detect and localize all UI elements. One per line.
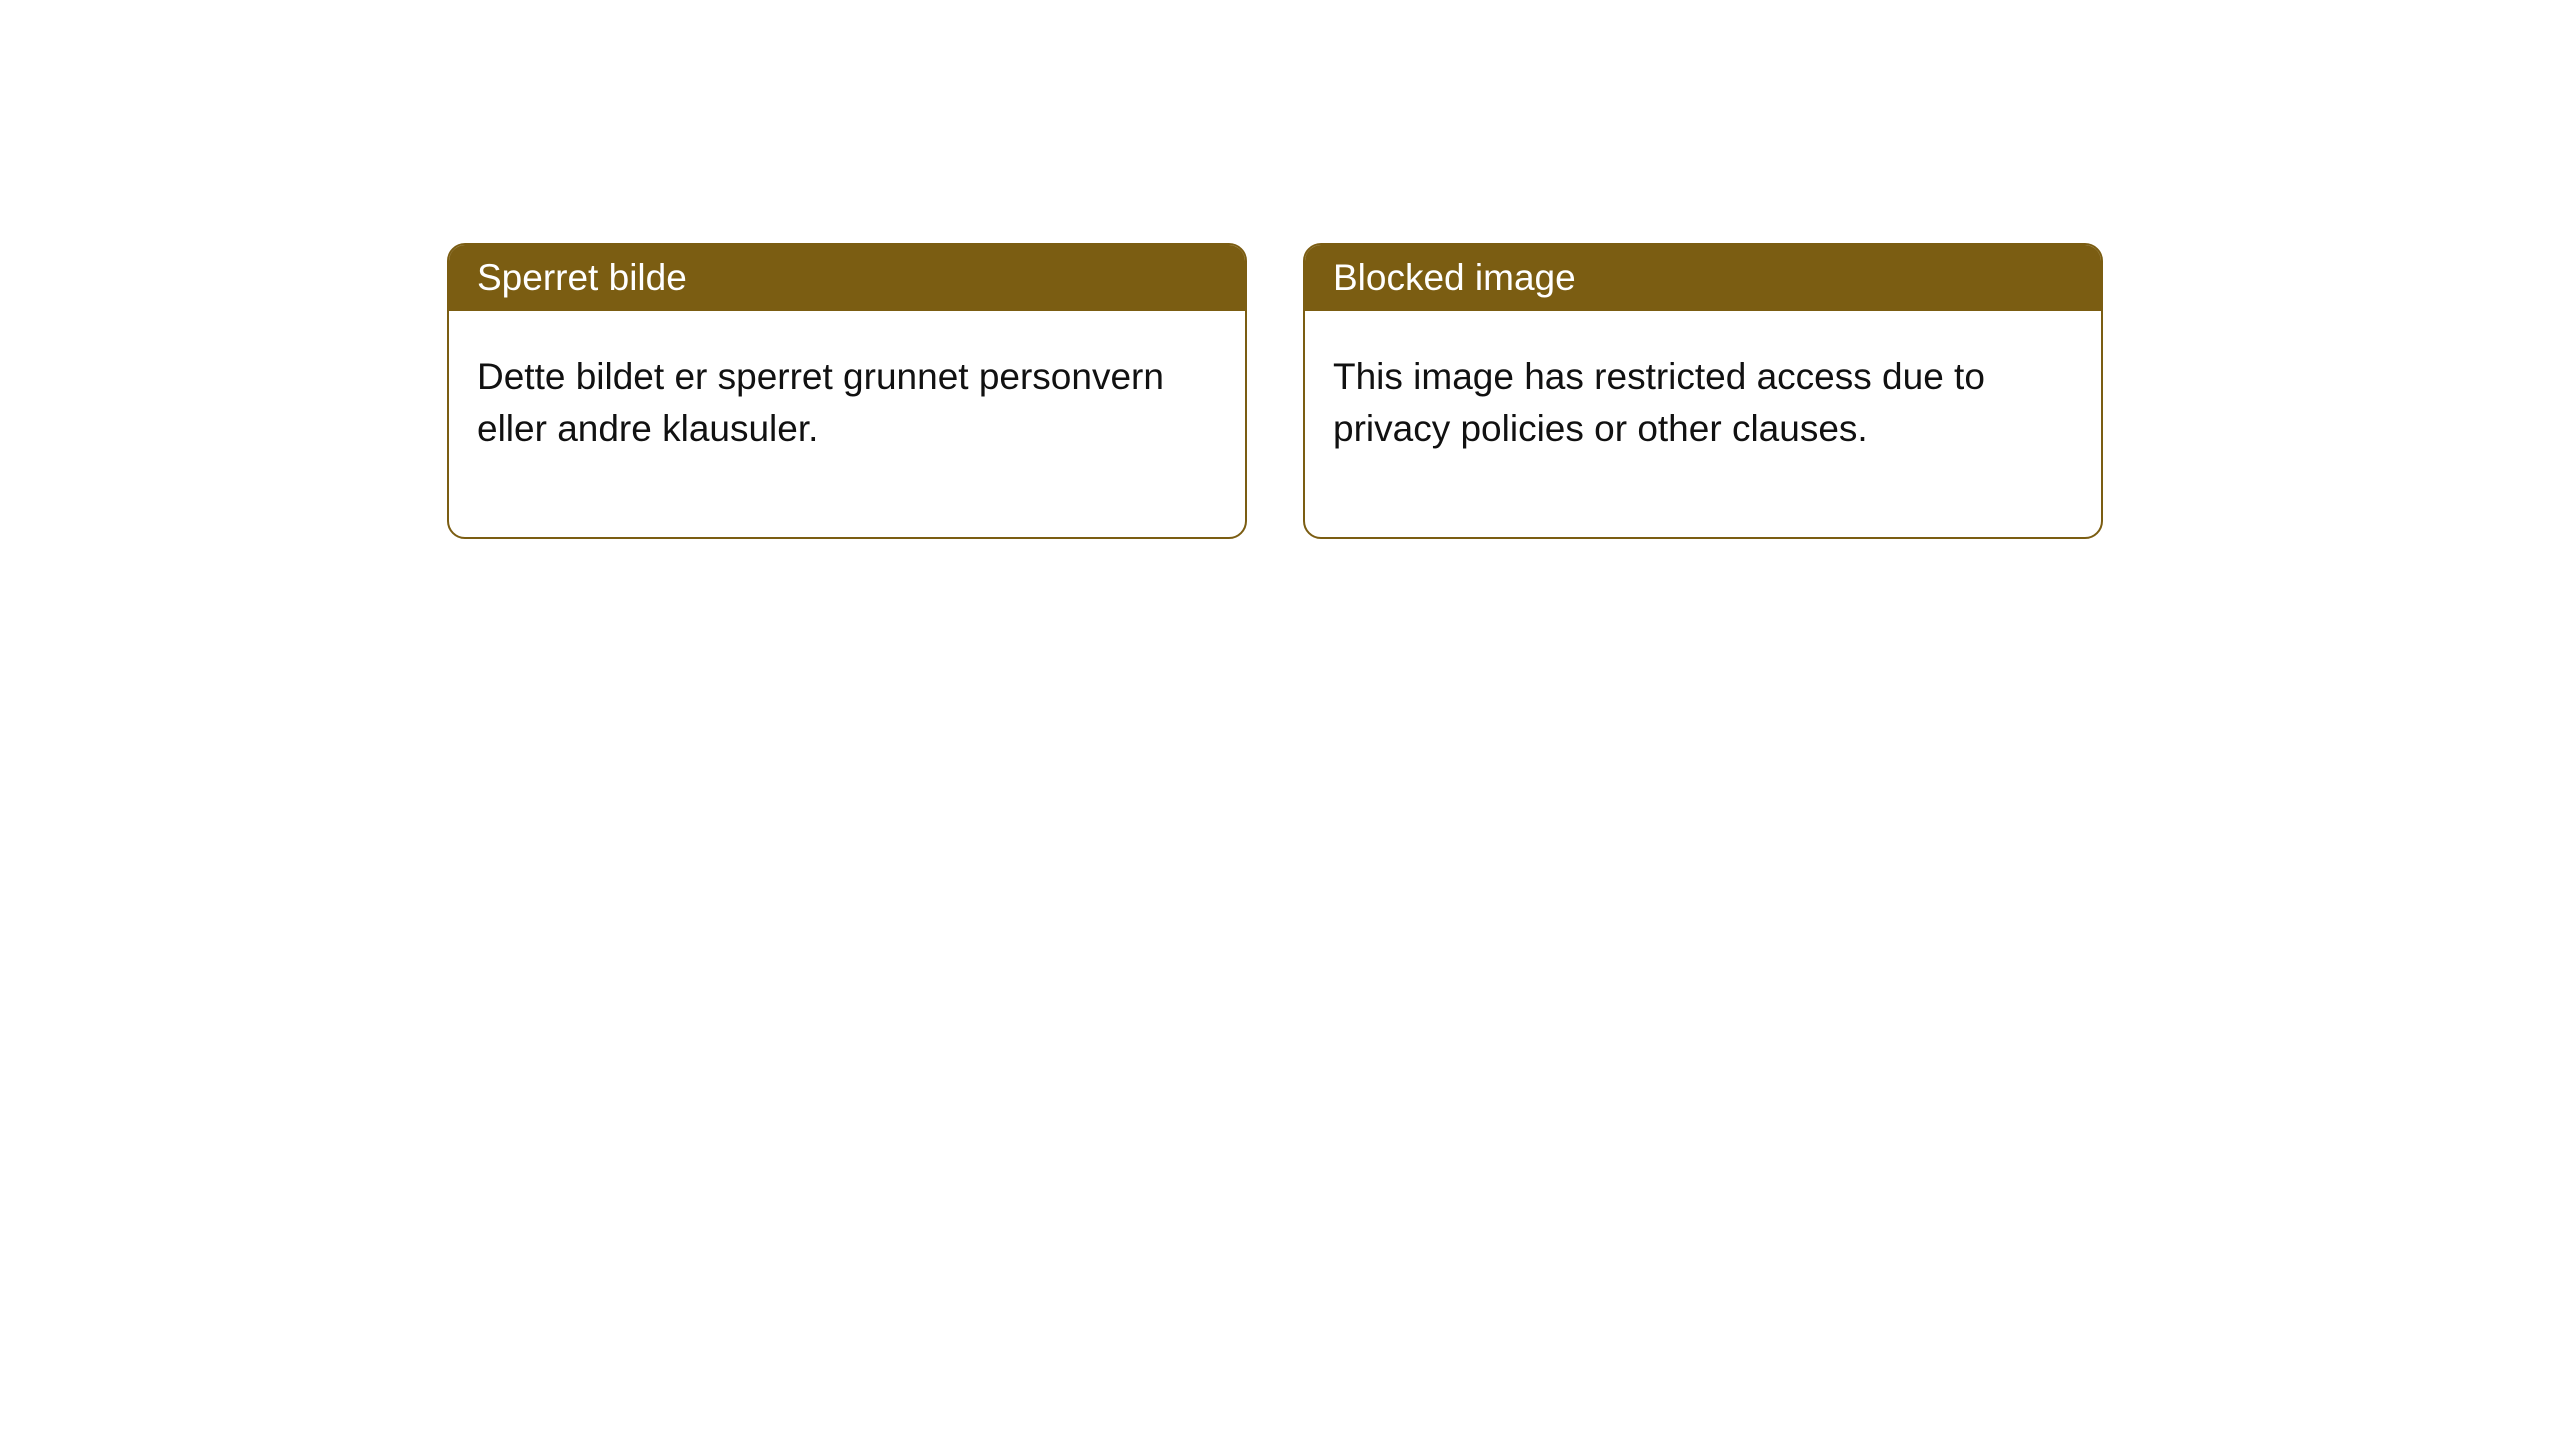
notice-card-norwegian: Sperret bilde Dette bildet er sperret gr… bbox=[447, 243, 1247, 539]
notice-container: Sperret bilde Dette bildet er sperret gr… bbox=[0, 0, 2560, 539]
notice-title: Blocked image bbox=[1305, 245, 2101, 311]
notice-body: This image has restricted access due to … bbox=[1305, 311, 2101, 537]
notice-card-english: Blocked image This image has restricted … bbox=[1303, 243, 2103, 539]
notice-title: Sperret bilde bbox=[449, 245, 1245, 311]
notice-body: Dette bildet er sperret grunnet personve… bbox=[449, 311, 1245, 537]
